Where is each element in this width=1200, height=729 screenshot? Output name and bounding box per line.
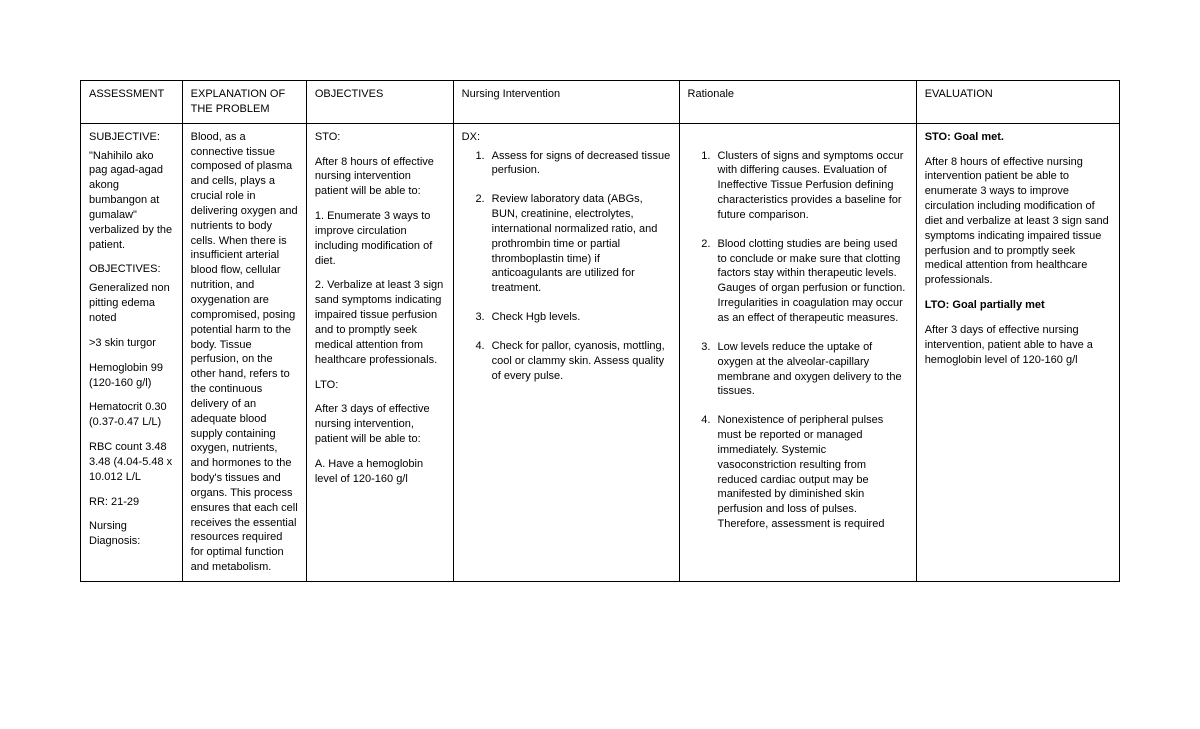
col-rationale: Rationale	[679, 81, 916, 124]
subjective-label: SUBJECTIVE:	[89, 130, 174, 145]
cell-objectives: STO: After 8 hours of effective nursing …	[306, 123, 453, 581]
rationale-item-1: Clusters of signs and symptoms occur wit…	[714, 149, 908, 223]
cell-evaluation: STO: Goal met. After 8 hours of effectiv…	[916, 123, 1119, 581]
evaluation-lto-text: After 3 days of effective nursing interv…	[925, 323, 1111, 368]
evaluation-sto-heading: STO: Goal met.	[925, 130, 1111, 145]
finding-6: RR: 21-29	[89, 495, 174, 510]
table-header-row: ASSESSMENT EXPLANATION OF THE PROBLEM OB…	[81, 81, 1120, 124]
document-page: ASSESSMENT EXPLANATION OF THE PROBLEM OB…	[0, 0, 1200, 582]
sto-item-1: 1. Enumerate 3 ways to improve circulati…	[315, 209, 445, 268]
rationale-item-3: Low levels reduce the uptake of oxygen a…	[714, 340, 908, 399]
finding-3: Hemoglobin 99 (120-160 g/l)	[89, 361, 174, 391]
table-body-row: SUBJECTIVE: "Nahihilo ako pag agad-agad …	[81, 123, 1120, 581]
col-objectives: OBJECTIVES	[306, 81, 453, 124]
cell-explanation: Blood, as a connective tissue composed o…	[182, 123, 306, 581]
evaluation-sto-text: After 8 hours of effective nursing inter…	[925, 155, 1111, 289]
explanation-text: Blood, as a connective tissue composed o…	[191, 130, 298, 575]
subjective-text: "Nahihilo ako pag agad-agad akong bumban…	[89, 149, 174, 253]
rationale-item-2: Blood clotting studies are being used to…	[714, 237, 908, 326]
intervention-item-2: Review laboratory data (ABGs, BUN, creat…	[488, 192, 671, 296]
sto-intro: After 8 hours of effective nursing inter…	[315, 155, 445, 200]
finding-4: Hematocrit 0.30 (0.37-0.47 L/L)	[89, 400, 174, 430]
dx-label: DX:	[462, 130, 671, 145]
finding-2: >3 skin turgor	[89, 336, 174, 351]
lto-item-1: A. Have a hemoglobin level of 120-160 g/…	[315, 457, 445, 487]
finding-5: RBC count 3.48 3.48 (4.04-5.48 x 10.012 …	[89, 440, 174, 485]
col-evaluation: EVALUATION	[916, 81, 1119, 124]
col-explanation: EXPLANATION OF THE PROBLEM	[182, 81, 306, 124]
nursing-care-plan-table: ASSESSMENT EXPLANATION OF THE PROBLEM OB…	[80, 80, 1120, 582]
cell-intervention: DX: Assess for signs of decreased tissue…	[453, 123, 679, 581]
col-intervention: Nursing Intervention	[453, 81, 679, 124]
assessment-objectives-label: OBJECTIVES:	[89, 262, 174, 277]
rationale-item-4: Nonexistence of peripheral pulses must b…	[714, 413, 908, 532]
sto-label: STO:	[315, 130, 445, 145]
finding-1: Generalized non pitting edema noted	[89, 281, 174, 326]
nursing-diagnosis-label: Nursing Diagnosis:	[89, 519, 174, 549]
intervention-list: Assess for signs of decreased tissue per…	[462, 149, 671, 384]
col-assessment: ASSESSMENT	[81, 81, 183, 124]
intervention-item-4: Check for pallor, cyanosis, mottling, co…	[488, 339, 671, 384]
sto-item-2: 2. Verbalize at least 3 sign sand sympto…	[315, 278, 445, 367]
lto-label: LTO:	[315, 378, 445, 393]
lto-intro: After 3 days of effective nursing interv…	[315, 402, 445, 447]
intervention-item-1: Assess for signs of decreased tissue per…	[488, 149, 671, 179]
rationale-list: Clusters of signs and symptoms occur wit…	[688, 149, 908, 532]
cell-rationale: . Clusters of signs and symptoms occur w…	[679, 123, 916, 581]
intervention-item-3: Check Hgb levels.	[488, 310, 671, 325]
cell-assessment: SUBJECTIVE: "Nahihilo ako pag agad-agad …	[81, 123, 183, 581]
evaluation-lto-heading: LTO: Goal partially met	[925, 298, 1111, 313]
